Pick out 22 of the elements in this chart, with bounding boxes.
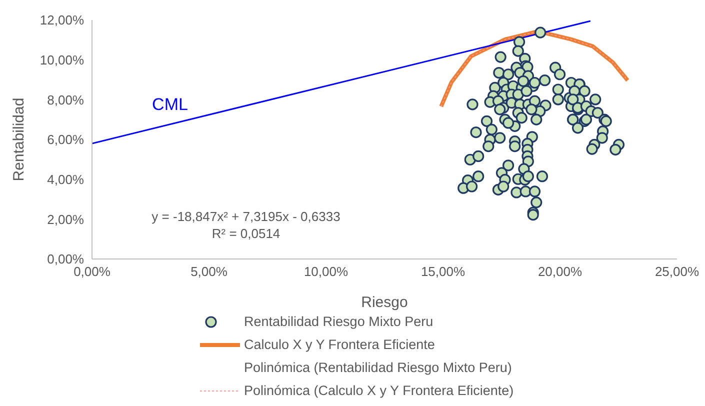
legend-label: Calculo X y Y Frontera Eficiente [244, 337, 435, 352]
x-axis-title: Riesgo [361, 294, 408, 311]
y-axis-title: Rentabilidad [10, 98, 28, 182]
y-tick-label: 8,00% [47, 92, 84, 108]
y-tick-label: 6,00% [47, 132, 84, 148]
y-tick-label: 0,00% [47, 252, 84, 267]
y-tick-label: 12,00% [40, 12, 84, 28]
x-tick-label: 0,00% [74, 264, 111, 280]
annotation: y = -18,847x² + 7,3195x - 0,6333 [152, 209, 340, 224]
x-tick-label: 5,00% [190, 264, 228, 280]
x-tick-label: 20,00% [538, 264, 582, 280]
x-tick-label: 15,00% [420, 264, 466, 280]
annotation: CML [152, 95, 188, 114]
y-tick-label: 10,00% [40, 52, 84, 68]
legend-label: Polinómica (Calculo X y Y Frontera Eficiente) [244, 383, 514, 398]
annotation: R² = 0,0514 [212, 226, 280, 241]
text: Polinómica (Rentabilidad Riesgo Mixto Peru) [244, 360, 512, 375]
legend-label: Rentabilidad Riesgo Mixto Peru [244, 314, 434, 329]
y-tick-label: 2,00% [47, 212, 84, 227]
x-tick-label: 25,00% [654, 264, 700, 280]
x-tick-label: 10,00% [304, 264, 348, 280]
y-tick-label: 4,00% [47, 172, 84, 187]
